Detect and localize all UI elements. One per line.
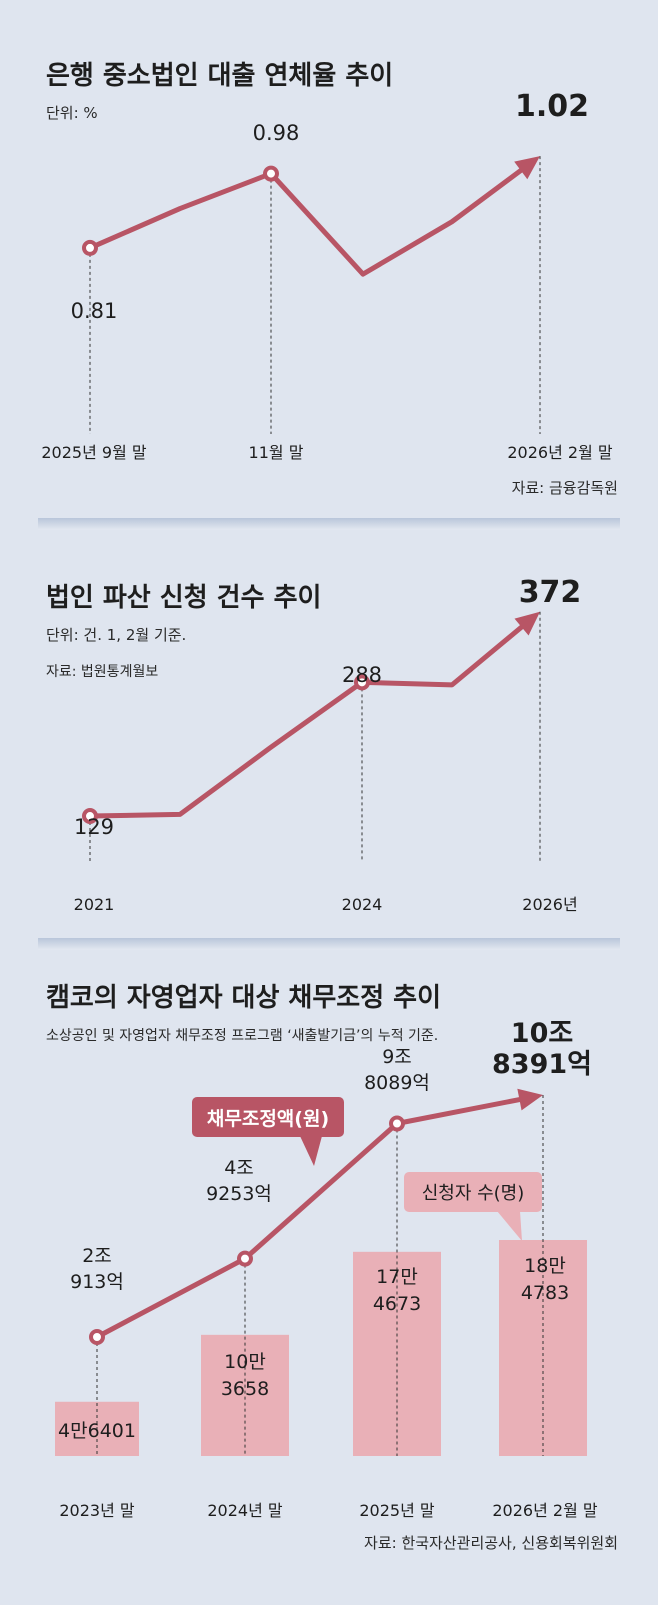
chart1-value-label: 0.81 [71,299,118,323]
chart3-point [389,1115,405,1132]
chart2-unit: 단위: 건. 1, 2월 기준. [46,626,186,644]
chart2-tick-label: 2021 [74,895,115,914]
chart3-marks [89,1088,543,1345]
chart3-line-label: 9조 8089억 [364,1046,430,1094]
panel-divider [38,938,620,950]
chart3-line-label: 2조 913억 [70,1245,124,1293]
chart3-line-label: 4조 9253억 [206,1157,272,1205]
c2-point [82,808,98,825]
chart3-line-label-line2: 913억 [70,1271,124,1293]
chart3-bar-label-line1: 18만 [524,1255,566,1277]
legend-applicants: 신청자 수(명) [404,1172,542,1241]
chart2-series-line [89,618,531,819]
chart3-bar-label: 10만 3658 [221,1351,269,1400]
chart3-line-label-line1: 2조 [82,1245,112,1267]
chart2-tick-label: 2024 [342,895,383,914]
chart3-line-label-line2: 8391억 [492,1049,592,1080]
chart2-marks [82,611,540,825]
panel-divider [38,518,620,530]
chart2-source: 자료: 법원통계월보 [46,664,158,680]
chart3-source: 자료: 한국자산관리공사, 신용회복위원회 [364,1534,618,1552]
chart2-tick-label: 2026년 [522,895,577,914]
chart3-line-label-line2: 9253억 [206,1183,272,1205]
chart3-tick-label: 2026년 2월 말 [492,1501,598,1520]
chart3-line-label: 10조 8391억 [492,1018,592,1080]
chart1-unit: 단위: % [46,104,98,122]
chart3-line-label-line1: 9조 [382,1046,412,1068]
chart3-arrowhead [517,1088,543,1111]
legend-applicants-box [404,1172,542,1212]
legend-debt-amount: 채무조정액(원) [192,1097,344,1166]
chart3-bar-label-line1: 17만 [376,1266,418,1288]
legend-debt-amount-label: 채무조정액(원) [207,1108,329,1130]
chart3-bar-label: 17만 4673 [373,1266,421,1315]
legend-applicants-label: 신청자 수(명) [422,1183,525,1204]
chart3-subtitle: 소상공인 및 자영업자 채무조정 프로그램 ‘새출발기금’의 누적 기준. [46,1028,438,1044]
chart1-tick-label: 2026년 2월 말 [507,443,613,462]
chart3-bar-label-line2: 3658 [221,1378,269,1400]
chart1-guides [89,156,541,434]
chart3-tick-label: 2024년 말 [207,1501,283,1520]
c1-point [82,239,98,256]
chart3-line-label-line1: 10조 [511,1018,573,1049]
chart1-series-line [88,162,531,277]
chart1-tick-label: 2025년 9월 말 [41,443,147,462]
chart3-bar-label: 18만 4783 [521,1255,569,1304]
chart1-value-label: 0.98 [253,121,300,145]
chart1-value-label: 1.02 [515,89,589,124]
c2-arrowhead [514,611,540,636]
chart3-point [237,1250,253,1267]
c1-arrowhead [514,156,540,180]
chart2-guides [89,611,541,862]
chart3-guides [96,1095,544,1456]
chart3-bar-label: 4만6401 [58,1420,136,1442]
chart1-tick-label: 11월 말 [249,443,304,462]
chart1-title: 은행 중소법인 대출 연체율 추이 [46,61,393,91]
chart3-series-line [95,1095,530,1340]
c1-point [263,165,279,182]
chart2-value-label: 129 [74,815,114,839]
chart3-bar-label-line2: 4783 [521,1282,569,1304]
c2-point [354,674,370,691]
legend-debt-amount-box [192,1097,344,1137]
chart3-bar-label-line2: 4673 [373,1293,421,1315]
chart1-source: 자료: 금융감독원 [512,479,618,497]
chart3-line-label-line2: 8089억 [364,1072,430,1094]
chart3-line-label-line1: 4조 [224,1157,254,1179]
chart3-title: 캠코의 자영업자 대상 채무조정 추이 [46,983,441,1013]
chart2-value-label: 288 [342,663,382,687]
legend-debt-amount-pointer [300,1136,322,1166]
legend-applicants-pointer [497,1211,522,1241]
chart3-tick-label: 2025년 말 [359,1501,435,1520]
chart2-value-label: 372 [519,575,582,610]
chart3-bar-label-line1: 10만 [224,1351,266,1373]
chart1-marks [82,156,540,256]
chart3-point [89,1329,105,1345]
chart3-tick-label: 2023년 말 [59,1501,135,1520]
chart2-title: 법인 파산 신청 건수 추이 [46,583,321,613]
